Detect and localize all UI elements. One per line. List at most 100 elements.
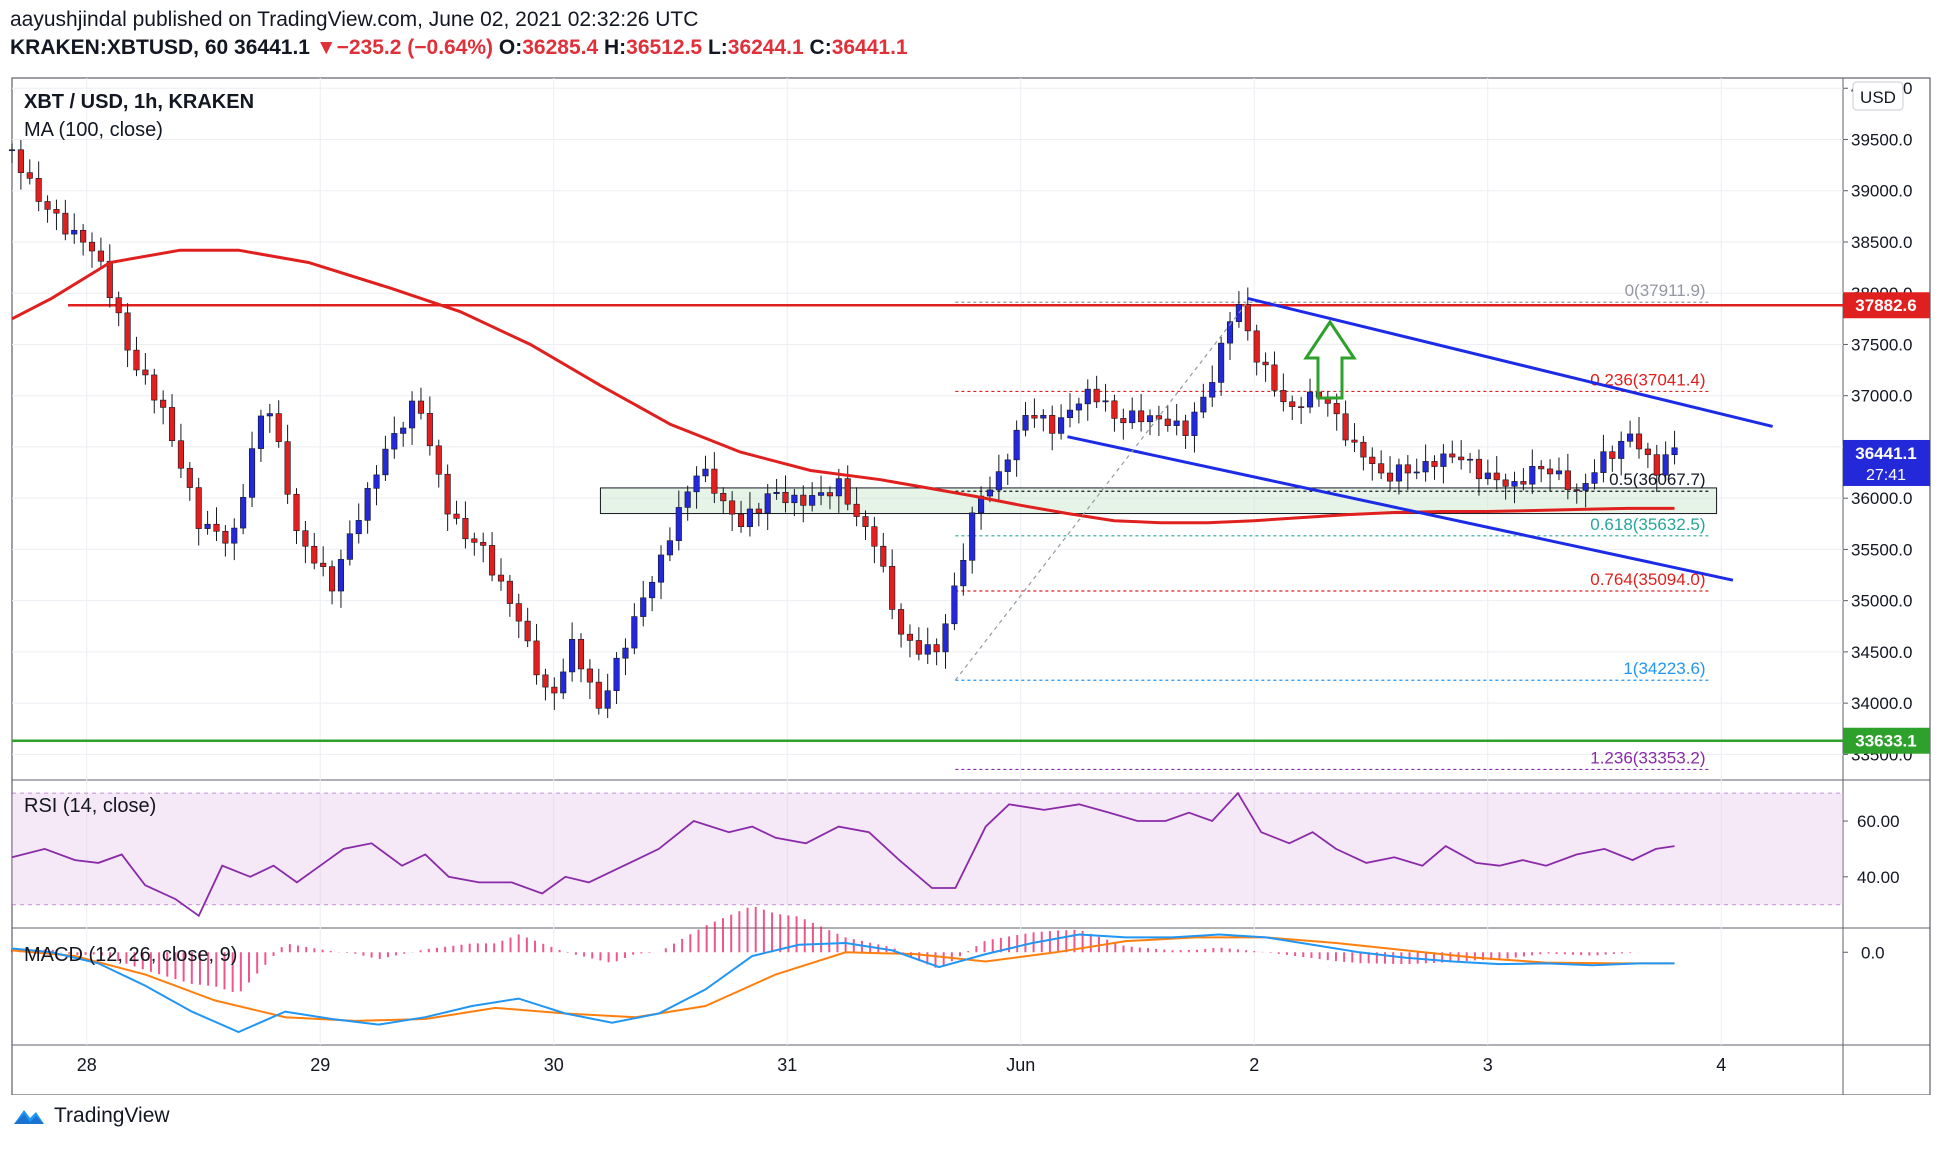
y-tick-label: 35500.0 <box>1851 540 1912 559</box>
candle-up <box>231 527 238 544</box>
candle-up <box>1066 409 1074 418</box>
candle-down <box>800 494 807 506</box>
price-label-box <box>1843 292 1930 319</box>
open-value: 36285.4 <box>522 36 599 59</box>
low-value: 36244.1 <box>727 36 804 59</box>
candle-down <box>586 668 593 683</box>
candle-down <box>1262 361 1269 366</box>
y-tick-label: 37500.0 <box>1851 335 1912 354</box>
candle-down <box>1155 415 1162 420</box>
candle-up <box>560 671 567 694</box>
y-tick-label: 38500.0 <box>1851 233 1912 252</box>
candle-up <box>1600 451 1607 473</box>
candle-down <box>293 493 300 532</box>
candle-down <box>1138 410 1145 423</box>
candle-down <box>1431 461 1438 467</box>
candle-up <box>649 581 656 599</box>
candle-up <box>1582 483 1589 491</box>
candle-down <box>160 399 167 408</box>
y-tick-label: 39500.0 <box>1851 130 1912 149</box>
candlestick-series <box>8 140 1678 719</box>
published-line: aayushjindal published on TradingView.co… <box>10 8 698 32</box>
candle-up <box>248 448 256 498</box>
y-tick-label: 35000.0 <box>1851 592 1912 611</box>
candle-up <box>1671 447 1678 455</box>
candle-down <box>729 500 736 515</box>
candle-up <box>257 415 264 449</box>
up-arrow-icon <box>1303 319 1357 400</box>
candle-up <box>1467 458 1474 461</box>
candle-down <box>577 639 585 670</box>
open-label: O: <box>498 36 523 59</box>
price-label-value: 36441.1 <box>1855 444 1916 463</box>
candle-down <box>329 566 336 592</box>
currency-badge[interactable] <box>1852 81 1904 111</box>
currency-label: USD <box>1860 88 1896 107</box>
x-tick-label: 30 <box>544 1055 564 1075</box>
candle-up <box>773 491 780 495</box>
publisher-name[interactable]: aayushjindal <box>10 8 127 31</box>
published-text: published on TradingView.com, June 02, 2… <box>132 8 699 31</box>
candle-down <box>1298 406 1305 408</box>
candle-up <box>1422 461 1429 473</box>
candle-up <box>942 623 949 653</box>
y-tick-label: 34000.0 <box>1851 694 1912 713</box>
candle-down <box>133 349 140 371</box>
candle-down <box>871 526 878 547</box>
candle-up <box>1209 382 1216 398</box>
candle-down <box>1271 364 1278 391</box>
candle-up <box>1591 472 1598 484</box>
candle-up <box>355 520 362 535</box>
candle-down <box>1120 418 1127 424</box>
candle-down <box>1342 413 1349 441</box>
fib-level-label: 0(37911.9) <box>1625 281 1706 300</box>
candle-down <box>506 580 513 604</box>
candle-up <box>400 427 407 434</box>
candle-down <box>489 545 496 576</box>
fib-level-label: 0.618(35632.5) <box>1590 515 1705 534</box>
price-chart[interactable]: 0(37911.9) 0.236(37041.4) 0.5(36067.7) 0.61… <box>0 0 1943 1095</box>
candle-down <box>1333 403 1340 415</box>
x-tick-label: 2 <box>1249 1055 1259 1075</box>
candle-down <box>1369 456 1376 464</box>
candle-up <box>1040 415 1047 419</box>
channel-upper-line <box>1246 296 1773 428</box>
candle-up <box>204 523 211 529</box>
price-label-box <box>1843 439 1930 486</box>
rsi-pane <box>11 791 1843 918</box>
candle-down <box>782 491 789 504</box>
candle-down <box>889 566 896 610</box>
fib-level-label: 0.5(36067.7) <box>1609 470 1705 489</box>
candle-down <box>80 229 87 243</box>
candle-up <box>666 540 673 556</box>
candle-up <box>764 493 771 514</box>
channel-lower-line <box>1067 435 1734 582</box>
tradingview-brand[interactable]: TradingView <box>12 1104 170 1128</box>
candle-up <box>1555 470 1563 475</box>
candle-down <box>195 487 202 529</box>
rsi-band <box>12 793 1843 905</box>
candle-up <box>613 657 620 692</box>
candle-up <box>809 495 816 506</box>
candle-up <box>1627 433 1634 442</box>
candle-up <box>409 400 416 429</box>
candle-down <box>1049 415 1056 434</box>
candle-down <box>1564 470 1571 490</box>
candle-down <box>595 681 602 709</box>
candle-down <box>53 209 60 214</box>
candle-up <box>1618 440 1625 459</box>
candle-down <box>1609 451 1616 459</box>
candle-down <box>435 445 442 475</box>
close-value: 36441.1 <box>831 36 908 59</box>
candle-down <box>1289 401 1296 407</box>
macd-legend: MACD (12, 26, close, 9) <box>24 944 237 966</box>
tradingview-logo-icon <box>14 1110 44 1124</box>
candle-up <box>1022 415 1029 431</box>
candle-down <box>275 413 282 442</box>
y-tick-label: 39000.0 <box>1851 182 1912 201</box>
trend-drawings <box>954 296 1773 681</box>
candle-down <box>426 413 433 447</box>
candle-down <box>1538 466 1545 470</box>
price-change: −235.2 (−0.64%) <box>336 36 494 59</box>
y-tick-label: 37000.0 <box>1851 387 1912 406</box>
